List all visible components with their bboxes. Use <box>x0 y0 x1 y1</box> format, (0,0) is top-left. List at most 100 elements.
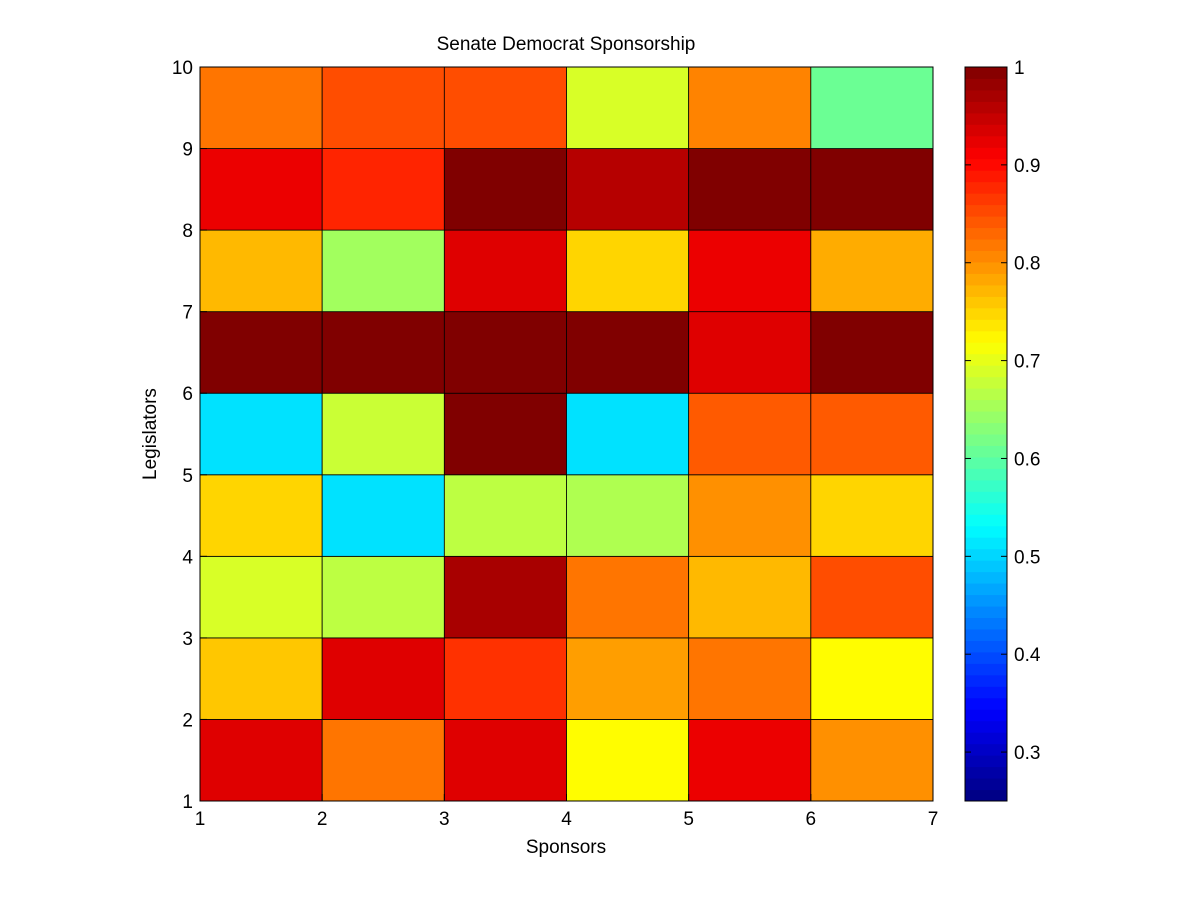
x-tick-label: 1 <box>195 809 206 830</box>
heatmap-cell <box>199 474 323 557</box>
heatmap-cell <box>321 66 445 149</box>
heatmap-cell <box>566 555 690 639</box>
heatmap-cell <box>810 66 934 149</box>
chart-title: Senate Democrat Sponsorship <box>437 34 696 55</box>
colorbar-band <box>965 376 1007 389</box>
colorbar-band <box>965 342 1007 355</box>
heatmap-cell <box>443 392 567 476</box>
heatmap-cell <box>199 311 323 394</box>
heatmap-cell <box>443 66 567 149</box>
colorbar-band <box>965 697 1007 710</box>
colorbar-band <box>965 755 1007 768</box>
colorbar-band <box>965 204 1007 217</box>
colorbar-band <box>965 330 1007 343</box>
colorbar-band <box>965 388 1007 401</box>
colorbar-tick-label: 1 <box>1014 58 1025 79</box>
colorbar-frame <box>964 66 1008 802</box>
heatmap-cell <box>321 392 445 476</box>
heatmap-cell <box>199 66 323 149</box>
colorbar-band <box>965 296 1007 309</box>
y-tick-label: 2 <box>182 710 193 731</box>
colorbar-band <box>965 456 1007 469</box>
heatmap-cell <box>443 719 567 802</box>
colorbar-band <box>965 124 1007 137</box>
y-tick-label: 9 <box>182 140 193 161</box>
colorbar-band <box>965 583 1007 596</box>
y-tick-label: 8 <box>182 221 193 242</box>
x-tick-label: 3 <box>439 809 450 830</box>
colorbar-band <box>965 514 1007 527</box>
x-tick-label: 7 <box>928 809 939 830</box>
colorbar-band <box>965 112 1007 125</box>
heatmap-cell <box>566 637 690 720</box>
x-axis-ticks: 1 2 3 4 5 6 7 <box>195 794 939 830</box>
colorbar-band <box>965 411 1007 424</box>
heatmap-cell <box>443 555 567 639</box>
heatmap-cell <box>443 311 567 394</box>
heatmap-cell <box>688 555 812 639</box>
colorbar-band <box>965 628 1007 641</box>
colorbar-band <box>965 101 1007 114</box>
colorbar-band <box>965 158 1007 171</box>
colorbar-band <box>965 766 1007 779</box>
y-tick-label: 7 <box>182 303 193 324</box>
y-tick-label: 1 <box>182 792 193 813</box>
colorbar-band <box>965 594 1007 607</box>
heatmap-cell <box>688 148 812 231</box>
heatmap-cell <box>566 311 690 394</box>
colorbar-band <box>965 78 1007 91</box>
colorbar-tick-label: 0.8 <box>1014 254 1040 275</box>
heatmap-cell <box>199 148 323 231</box>
heatmap-cell <box>810 719 934 802</box>
heatmap-cell <box>321 311 445 394</box>
y-tick-label: 5 <box>182 466 193 487</box>
x-tick-label: 4 <box>561 809 572 830</box>
colorbar-band <box>965 640 1007 653</box>
x-tick-label: 6 <box>806 809 817 830</box>
colorbar-band <box>965 365 1007 378</box>
colorbar-band <box>965 89 1007 102</box>
heatmap-cell <box>199 719 323 802</box>
colorbar-band <box>965 434 1007 446</box>
heatmap-cell <box>810 148 934 231</box>
colorbar-band <box>965 651 1007 664</box>
colorbar-band <box>965 147 1007 160</box>
colorbar-band <box>965 617 1007 630</box>
x-tick-label: 5 <box>683 809 694 830</box>
heatmap-cell <box>566 66 690 149</box>
colorbar-band <box>965 674 1007 687</box>
colorbar-band <box>965 170 1007 183</box>
heatmap-cell <box>443 148 567 231</box>
colorbar-tick-label: 0.9 <box>1014 156 1040 177</box>
colorbar-band <box>965 250 1007 263</box>
heatmap-cell <box>688 229 812 313</box>
x-axis-label: Sponsors <box>526 837 606 858</box>
colorbar-band <box>965 743 1007 756</box>
colorbar-band <box>965 732 1007 745</box>
heatmap-cell <box>688 637 812 720</box>
heatmap-cell <box>199 555 323 639</box>
colorbar-band <box>965 686 1007 699</box>
colorbar-band <box>965 273 1007 286</box>
y-axis-ticks: 1 2 3 4 5 6 7 8 9 10 <box>172 58 207 813</box>
y-axis-label: Legislators <box>140 388 161 480</box>
heatmap-cell <box>688 719 812 802</box>
heatmap-cell <box>443 229 567 313</box>
heatmap-cell <box>321 637 445 720</box>
y-tick-label: 3 <box>182 629 193 650</box>
colorbar-band <box>965 663 1007 676</box>
colorbar <box>965 67 1007 802</box>
heatmap-cell <box>321 474 445 557</box>
colorbar-band <box>965 548 1007 561</box>
colorbar-band <box>965 307 1007 320</box>
heatmap-cell <box>810 392 934 476</box>
colorbar-band <box>965 135 1007 148</box>
colorbar-tick-label: 0.4 <box>1014 645 1041 666</box>
colorbar-band <box>965 537 1007 550</box>
colorbar-band <box>965 479 1007 492</box>
colorbar-band <box>965 560 1007 573</box>
colorbar-band <box>965 606 1007 618</box>
heatmap-cell <box>688 66 812 149</box>
heatmap-cell <box>688 392 812 476</box>
